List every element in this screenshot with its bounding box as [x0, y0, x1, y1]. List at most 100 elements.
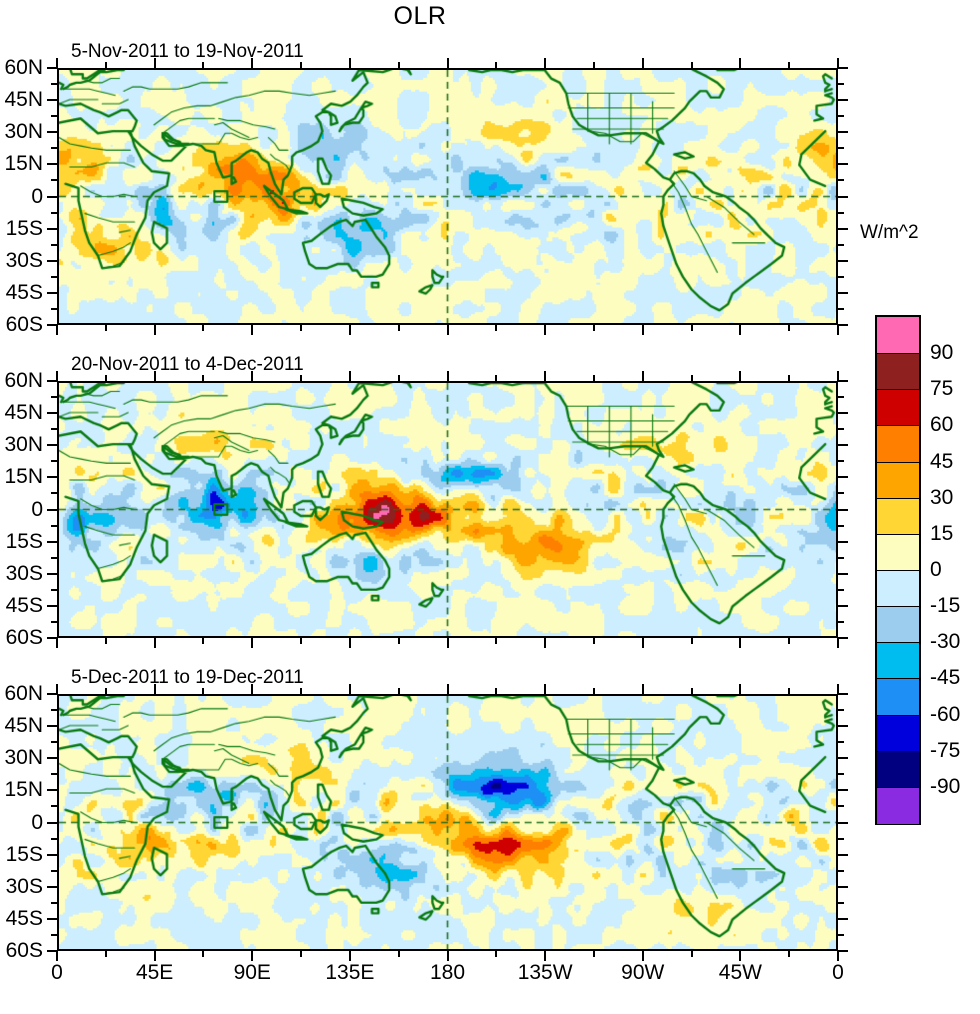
x-tick-major — [446, 325, 449, 335]
y-tick-minor — [838, 243, 844, 246]
map-panel-3: 5-Dec-2011 to 19-Dec-2011 60N 45N 30N 15N 0 1… — [4, 667, 848, 984]
y-tick-major — [838, 163, 848, 166]
colorbar-band — [877, 714, 919, 752]
x-tick-minor — [495, 62, 498, 68]
x-tick-minor — [397, 951, 400, 957]
x-tick-major — [641, 684, 644, 694]
x-tick-major — [739, 58, 742, 68]
y-tick-major — [47, 789, 57, 792]
colorbar-tick-label: 30 — [930, 485, 954, 509]
x-tick-major — [153, 684, 156, 694]
y-tick-major — [838, 476, 848, 479]
x-tick-major — [56, 325, 58, 335]
x-tick-minor — [104, 62, 107, 68]
x-tick-minor — [690, 638, 693, 644]
map-panel-1: 5-Nov-2011 to 19-Nov-2011 60N 45N 30N 15N 0 1… — [4, 41, 848, 336]
y-tick-major — [838, 885, 848, 888]
y-axis-label: 0 — [31, 810, 43, 834]
x-tick-minor — [300, 951, 303, 957]
x-tick-major — [348, 951, 351, 961]
y-tick-minor — [838, 620, 844, 623]
y-axis-label: 15N — [4, 152, 43, 176]
y-tick-minor — [51, 933, 57, 936]
x-axis-label: 90E — [233, 961, 271, 984]
x-tick-minor — [788, 638, 791, 644]
x-tick-minor — [202, 638, 205, 644]
x-tick-major — [348, 58, 351, 68]
y-tick-major — [47, 291, 57, 294]
y-tick-minor — [838, 492, 844, 495]
colorbar — [875, 315, 921, 825]
x-tick-minor — [788, 375, 791, 381]
y-axis-label: 60N — [4, 682, 43, 705]
x-tick-minor — [104, 638, 107, 644]
y-tick-minor — [51, 115, 57, 118]
x-tick-major — [348, 638, 351, 648]
x-tick-major — [251, 371, 254, 381]
colorbar-separator — [877, 425, 919, 427]
y-axis-label: 15S — [5, 216, 43, 240]
y-tick-minor — [51, 620, 57, 623]
x-tick-minor — [788, 62, 791, 68]
x-tick-minor — [397, 325, 400, 331]
y-tick-minor — [51, 588, 57, 591]
y-axis-label: 60N — [4, 56, 43, 79]
map-canvas-1 — [59, 70, 836, 323]
x-tick-minor — [300, 62, 303, 68]
colorbar-band — [877, 678, 919, 716]
panel-title-2: 20-Nov-2011 to 4-Dec-2011 — [71, 354, 304, 375]
y-tick-major — [838, 380, 848, 382]
colorbar-tick-label: -45 — [930, 666, 961, 690]
y-tick-major — [838, 637, 848, 639]
x-tick-major — [641, 371, 644, 381]
x-axis-label: 180 — [429, 961, 466, 984]
x-tick-minor — [495, 688, 498, 694]
x-tick-minor — [104, 375, 107, 381]
y-axis-label: 15N — [4, 465, 43, 489]
y-tick-major — [838, 444, 848, 447]
y-axis-label: 45S — [5, 280, 43, 304]
colorbar-band — [877, 317, 919, 354]
y-tick-major — [838, 324, 848, 326]
x-axis-label: 0 — [832, 961, 844, 984]
x-tick-major — [348, 325, 351, 335]
colorbar-band — [877, 786, 919, 824]
x-tick-minor — [202, 951, 205, 957]
y-axis-label: 30S — [5, 561, 43, 585]
y-tick-minor — [838, 211, 844, 214]
x-tick-major — [446, 58, 449, 68]
y-tick-major — [838, 540, 848, 543]
x-tick-minor — [592, 951, 595, 957]
y-tick-minor — [838, 556, 844, 559]
x-tick-minor — [495, 375, 498, 381]
x-tick-minor — [495, 325, 498, 331]
y-axis-label: 60S — [5, 313, 43, 336]
y-tick-major — [47, 725, 57, 728]
y-tick-major — [47, 163, 57, 166]
x-tick-major — [739, 684, 742, 694]
colorbar-separator — [877, 353, 919, 355]
y-tick-minor — [51, 179, 57, 182]
y-tick-minor — [51, 83, 57, 86]
x-tick-minor — [202, 62, 205, 68]
y-axis-label: 0 — [31, 184, 43, 208]
x-tick-minor — [104, 325, 107, 331]
colorbar-band — [877, 353, 919, 390]
x-tick-major — [739, 951, 742, 961]
x-tick-major — [56, 371, 58, 381]
y-axis-label: 0 — [31, 497, 43, 521]
y-tick-minor — [51, 741, 57, 744]
y-tick-major — [47, 444, 57, 447]
x-tick-major — [837, 951, 839, 961]
y-tick-major — [838, 853, 848, 856]
y-tick-minor — [838, 588, 844, 591]
x-axis-label: 90W — [621, 961, 665, 984]
y-tick-minor — [51, 307, 57, 310]
y-tick-minor — [51, 837, 57, 840]
y-axis-label: 60S — [5, 939, 43, 962]
y-axis-label: 45N — [4, 88, 43, 112]
x-tick-minor — [202, 375, 205, 381]
x-tick-minor — [690, 62, 693, 68]
x-tick-major — [56, 684, 58, 694]
